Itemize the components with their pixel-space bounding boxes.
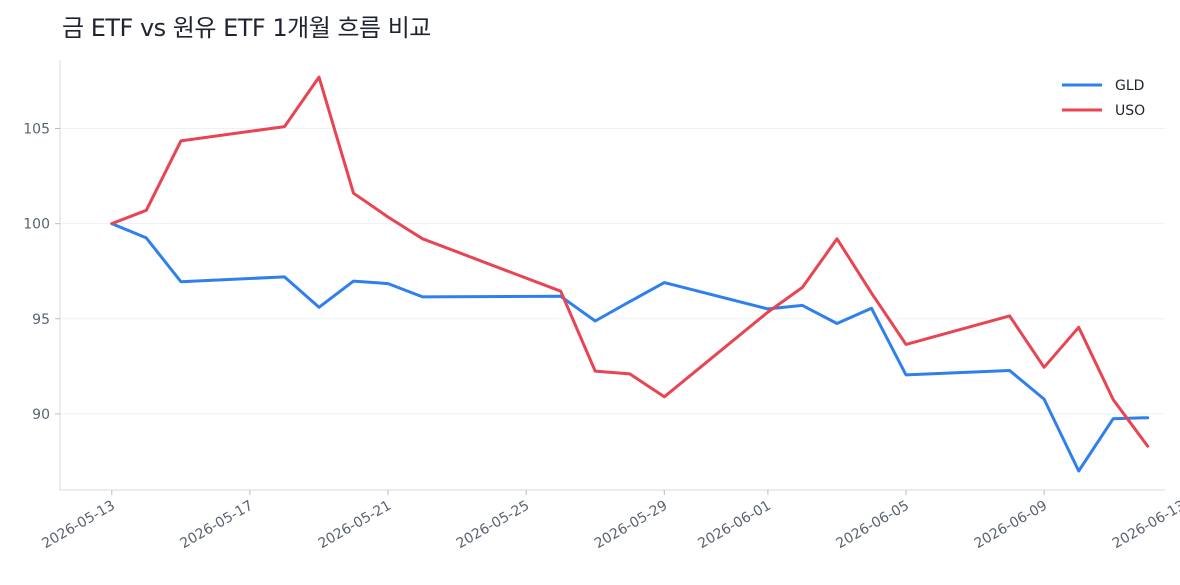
series-line-uso [110,75,1150,448]
legend-label-uso: USO [1115,103,1145,119]
x-tick-label: 2026-06-01 [695,498,773,553]
y-tick-label: 100 [23,217,50,233]
x-tick-label: 2026-06-13 [1110,498,1180,553]
x-tick-label: 2026-05-13 [39,498,117,553]
series-line-gld [110,222,1150,473]
y-tick-label: 95 [32,312,50,328]
chart-title: 금 ETF vs 원유 ETF 1개월 흐름 비교 [62,14,431,42]
x-tick-label: 2026-06-05 [834,498,912,553]
x-tick-label: 2026-06-09 [972,498,1050,553]
x-tick-label: 2026-05-21 [316,498,394,553]
x-tick-label: 2026-05-29 [592,498,670,553]
y-tick-label: 90 [32,407,50,423]
x-tick-label: 2026-05-25 [454,498,532,553]
legend-label-gld: GLD [1115,78,1144,94]
x-tick-label: 2026-05-17 [177,498,255,553]
y-tick-label: 105 [23,121,50,137]
